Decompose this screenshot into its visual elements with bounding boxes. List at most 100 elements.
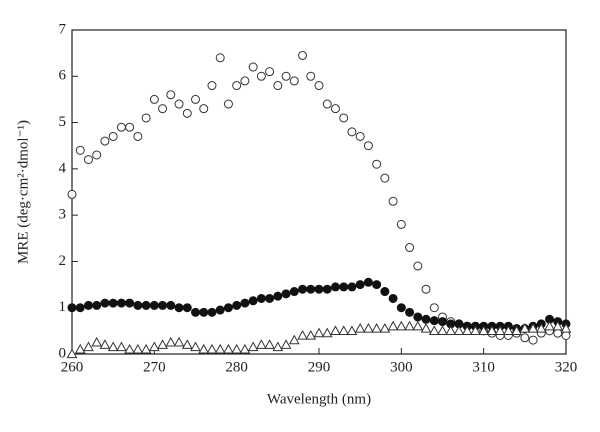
data-point: [256, 339, 267, 349]
data-point: [67, 189, 77, 199]
data-point: [494, 325, 506, 335]
data-point: [355, 131, 365, 141]
data-point: [388, 196, 398, 206]
data-point: [552, 320, 564, 331]
data-point: [387, 320, 399, 331]
data-point: [354, 323, 366, 333]
data-point: [306, 284, 316, 294]
data-point: [182, 303, 192, 313]
data-point: [363, 141, 373, 151]
data-point: [232, 81, 242, 91]
data-point: [174, 303, 184, 313]
data-point: [116, 341, 127, 352]
data-point: [108, 131, 118, 141]
data-point: [396, 303, 406, 313]
data-point: [223, 343, 234, 354]
data-point: [215, 53, 225, 63]
data-point: [272, 341, 284, 352]
x-axis-title: Wavelength (nm): [267, 391, 371, 407]
data-point: [158, 104, 168, 114]
data-point: [256, 71, 266, 81]
data-point: [371, 323, 382, 333]
data-point: [520, 333, 530, 343]
data-point: [166, 300, 176, 310]
x-tick-label: 260: [61, 359, 84, 375]
data-point: [288, 334, 300, 345]
data-point: [379, 323, 391, 333]
data-point: [107, 341, 119, 352]
data-point: [207, 81, 217, 91]
data-point: [289, 287, 299, 297]
data-point: [91, 336, 103, 347]
data-point: [67, 303, 77, 313]
y-tick-label: 5: [59, 114, 67, 130]
data-point: [223, 303, 233, 313]
data-point: [298, 50, 308, 60]
data-point: [372, 280, 382, 290]
data-point: [413, 261, 423, 271]
y-tick-label: 0: [59, 345, 67, 361]
data-point: [330, 104, 340, 114]
data-point: [247, 341, 259, 352]
data-point: [133, 300, 143, 310]
data-point: [207, 307, 217, 317]
data-point: [330, 325, 341, 335]
data-point: [100, 298, 110, 308]
data-point: [190, 341, 201, 352]
data-point: [99, 339, 111, 349]
data-point: [322, 99, 332, 109]
data-point: [174, 99, 184, 109]
data-point: [149, 300, 159, 310]
data-point: [173, 336, 185, 347]
data-point: [339, 113, 349, 123]
data-point: [199, 104, 209, 114]
data-point: [265, 293, 275, 303]
data-point: [395, 320, 407, 331]
data-point: [66, 348, 78, 359]
data-point: [273, 291, 283, 301]
data-point: [83, 155, 93, 165]
data-point: [166, 90, 176, 100]
data-point: [239, 343, 251, 354]
data-point: [511, 325, 522, 335]
data-point: [544, 320, 555, 331]
data-point: [347, 127, 357, 137]
data-point: [428, 325, 440, 335]
data-point: [503, 325, 514, 335]
x-tick-label: 310: [472, 359, 495, 375]
data-point: [355, 280, 365, 290]
data-point: [181, 339, 193, 349]
data-point: [413, 312, 423, 322]
data-point: [421, 284, 431, 294]
data-point: [191, 307, 200, 317]
data-point: [149, 94, 159, 104]
data-point: [314, 81, 324, 91]
data-point: [214, 343, 226, 354]
data-point: [83, 300, 93, 310]
data-point: [297, 329, 308, 340]
data-point: [75, 303, 85, 313]
data-point: [421, 314, 431, 324]
data-point: [380, 173, 390, 183]
data-point: [116, 122, 126, 132]
data-point: [240, 298, 250, 308]
data-point: [256, 293, 266, 303]
y-tick-label: 3: [59, 207, 67, 223]
data-point: [124, 343, 135, 354]
data-point: [535, 323, 547, 333]
data-point: [388, 293, 398, 303]
data-point: [141, 300, 151, 310]
data-point: [330, 282, 340, 292]
data-point: [298, 284, 308, 294]
data-point: [528, 335, 538, 345]
data-point: [396, 219, 406, 229]
data-point: [404, 320, 415, 331]
y-tick-label: 2: [59, 253, 67, 269]
data-point: [125, 298, 135, 308]
data-point: [108, 298, 118, 308]
data-point: [560, 323, 572, 333]
data-point: [116, 298, 126, 308]
data-point: [380, 287, 390, 297]
data-point: [445, 325, 457, 335]
